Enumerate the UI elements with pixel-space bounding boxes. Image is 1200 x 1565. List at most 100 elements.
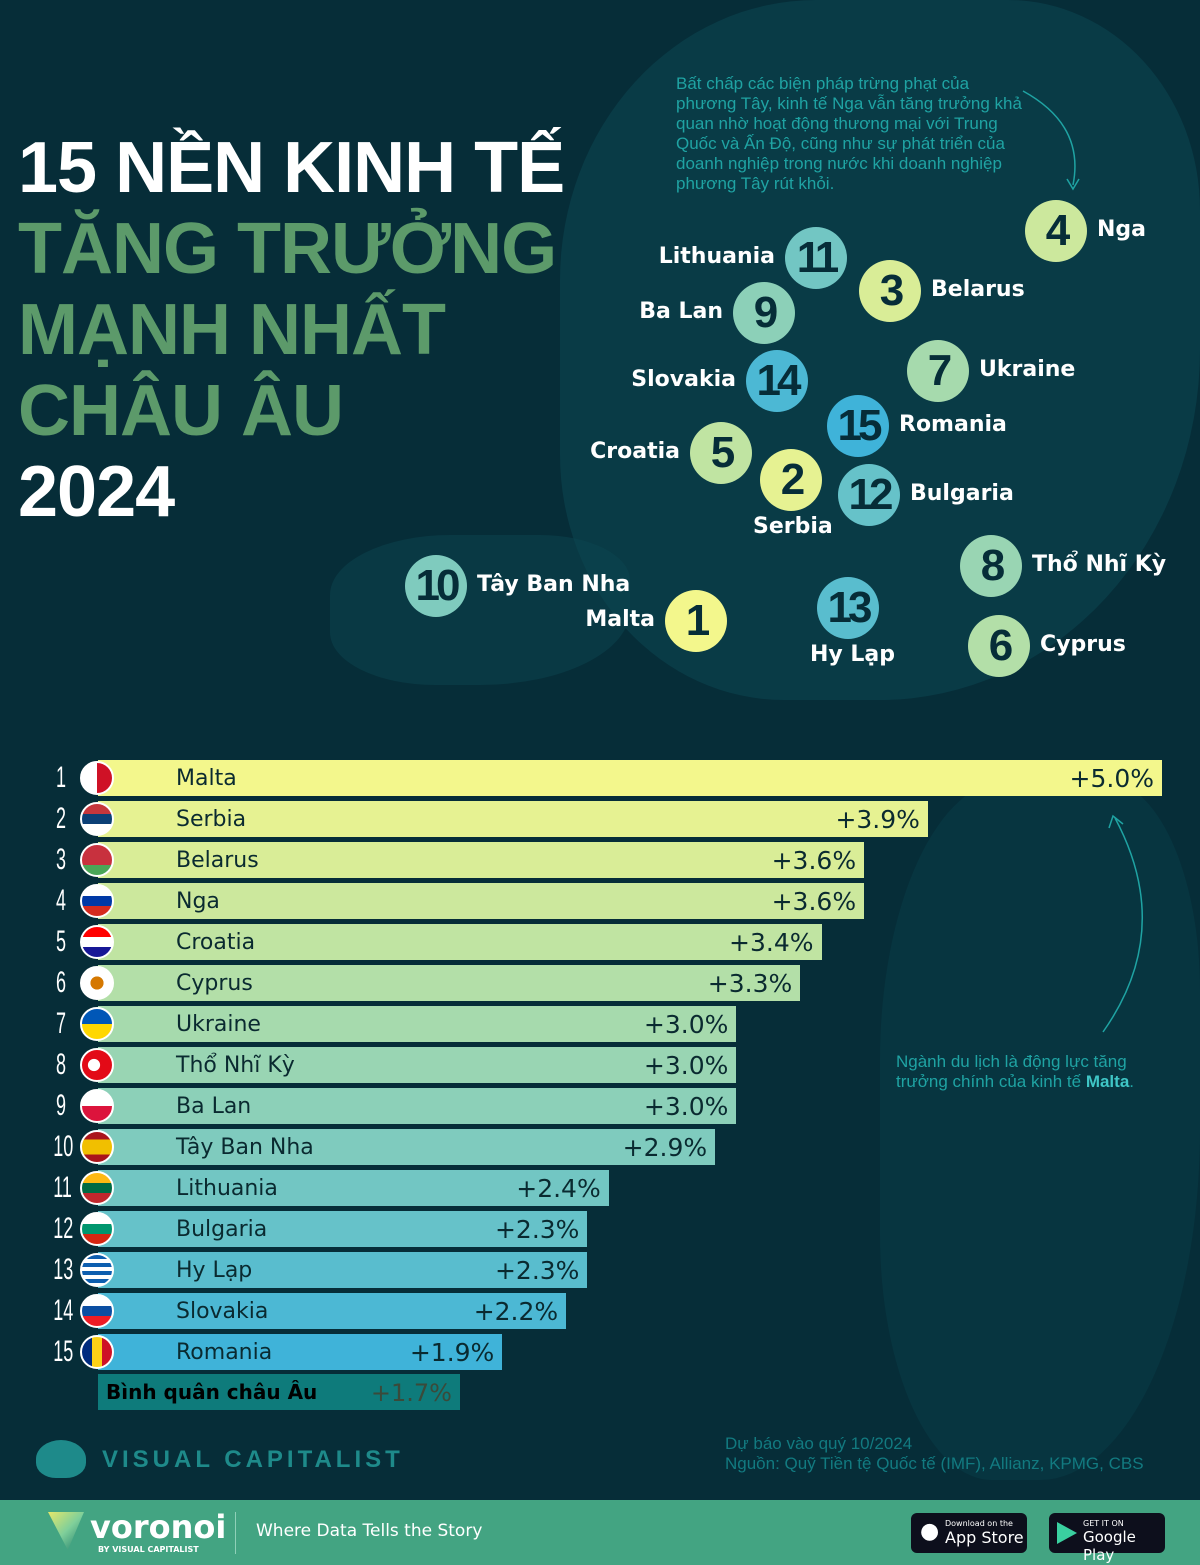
bar-value: +2.2% [473, 1297, 559, 1326]
title-line: 15 NỀN KINH TẾ [18, 128, 565, 208]
bar-row: Serbia +3.9% 2 [48, 801, 1198, 837]
bar-value: +3.0% [643, 1051, 729, 1080]
annotation-text: Ngành du lịch là động lực tăng trưởng ch… [896, 1052, 1127, 1091]
source: Dự báo vào quý 10/2024 Nguồn: Quỹ Tiền t… [725, 1434, 1144, 1474]
bar: Cyprus +3.3% [98, 965, 801, 1001]
flag-icon [80, 1335, 114, 1369]
google-play-button[interactable]: GET IT ON Google Play [1049, 1513, 1165, 1564]
map-label: Tây Ban Nha [477, 572, 631, 597]
bar-label: Tây Ban Nha [176, 1135, 314, 1160]
flag-icon [80, 843, 114, 877]
bar-row: Malta +5.0% 1 [48, 760, 1198, 796]
bar: Hy Lạp +2.3% [98, 1252, 588, 1288]
map-marker: 8 [960, 535, 1022, 597]
flag-icon [80, 1253, 114, 1287]
annotation-arrow [1102, 814, 1143, 1033]
bar-rank: 3 [55, 843, 67, 876]
bar-rank: 12 [53, 1212, 74, 1245]
bar-label: Lithuania [176, 1176, 278, 1201]
source-line: Dự báo vào quý 10/2024 [725, 1434, 913, 1453]
bar-rank: 1 [55, 761, 67, 794]
bar: Thổ Nhĩ Kỳ +3.0% [98, 1047, 737, 1083]
bar-row: Thổ Nhĩ Kỳ +3.0% 8 [48, 1047, 1198, 1083]
map-label: Slovakia [631, 367, 736, 392]
bar-row: Slovakia +2.2% 14 [48, 1293, 1198, 1329]
title-line: MẠNH NHẤT [18, 290, 446, 370]
map-marker: 11 [785, 227, 847, 289]
voronoi-logo-icon [48, 1512, 84, 1550]
bar-row: Lithuania +2.4% 11 [48, 1170, 1198, 1206]
map-label: Romania [899, 412, 1007, 437]
bar-value: +5.0% [1069, 764, 1154, 793]
bar-rank: 9 [55, 1089, 67, 1122]
average-value: +1.7% [370, 1379, 452, 1407]
bar: Croatia +3.4% [98, 924, 822, 960]
map-label: Serbia [753, 514, 833, 539]
bar-label: Romania [176, 1340, 273, 1365]
bar-value: +2.3% [494, 1215, 580, 1244]
annotation-text: . [1129, 1072, 1135, 1091]
flag-icon [80, 1212, 114, 1246]
bar: Serbia +3.9% [98, 801, 928, 837]
bar: Romania +1.9% [98, 1334, 503, 1370]
map-label: Belarus [931, 277, 1025, 302]
bar-label: Belarus [176, 848, 259, 873]
flag-icon [80, 1089, 114, 1123]
map-label: Malta [585, 607, 655, 632]
bar: Slovakia +2.2% [98, 1293, 567, 1329]
bar-rank: 6 [55, 966, 67, 999]
bar-value: +3.9% [835, 805, 920, 834]
bar-rank: 15 [53, 1335, 74, 1368]
bar-value: +3.3% [707, 969, 793, 998]
bar-rank: 14 [53, 1294, 74, 1327]
bar-value: +3.0% [643, 1010, 729, 1039]
map-marker: 15 [827, 395, 889, 457]
visual-capitalist-logo: VISUAL CAPITALIST [102, 1446, 404, 1473]
app-store-button[interactable]: ● Download on the App Store [911, 1513, 1027, 1553]
map-marker: 5 [690, 422, 752, 484]
map-label: Bulgaria [910, 481, 1014, 506]
bar: Belarus +3.6% [98, 842, 865, 878]
store-small-label: Download on the [945, 1519, 1013, 1528]
flag-icon [80, 1130, 114, 1164]
bar-row: Nga +3.6% 4 [48, 883, 1198, 919]
bar-label: Hy Lạp [176, 1258, 253, 1283]
bar-rank: 11 [53, 1171, 72, 1204]
bar-value: +3.4% [729, 928, 814, 957]
map-marker: 14 [746, 350, 808, 412]
bar-row: Bulgaria +2.3% 12 [48, 1211, 1198, 1247]
map-marker: 3 [859, 260, 921, 322]
bar-rank: 7 [55, 1007, 67, 1040]
map-label: Nga [1097, 217, 1147, 242]
bar-label: Ukraine [176, 1012, 261, 1037]
bar-row: Ukraine +3.0% 7 [48, 1006, 1198, 1042]
flag-icon [80, 1294, 114, 1328]
voronoi-logo: voronoi [90, 1508, 227, 1546]
map-label: Cyprus [1040, 632, 1126, 657]
map-marker: 6 [968, 615, 1030, 677]
play-icon [1057, 1522, 1077, 1544]
page-title: 15 NỀN KINH TẾ TĂNG TRƯỞNG MẠNH NHẤT CHÂ… [18, 128, 565, 533]
flag-icon [80, 966, 114, 1000]
average-bar: Bình quân châu Âu +1.7% [98, 1374, 460, 1410]
map-marker: 12 [838, 464, 900, 526]
bar: Tây Ban Nha +2.9% [98, 1129, 716, 1165]
flag-icon [80, 1048, 114, 1082]
flag-icon [80, 1171, 114, 1205]
bar-value: +3.0% [643, 1092, 729, 1121]
flag-icon [80, 761, 114, 795]
bar: Bulgaria +2.3% [98, 1211, 588, 1247]
bar-rank: 4 [55, 884, 67, 917]
bar-label: Ba Lan [176, 1094, 252, 1119]
annotation-arrow [1022, 90, 1080, 191]
footer: voronoi BY VISUAL CAPITALIST Where Data … [0, 1500, 1200, 1565]
bar-row: Croatia +3.4% 5 [48, 924, 1198, 960]
bar-row: Belarus +3.6% 3 [48, 842, 1198, 878]
bar: Lithuania +2.4% [98, 1170, 609, 1206]
bar: Malta +5.0% [98, 760, 1162, 796]
bar-row: Hy Lạp +2.3% 13 [48, 1252, 1198, 1288]
bar-label: Cyprus [176, 971, 253, 996]
title-line: CHÂU ÂU [18, 371, 344, 451]
map-marker: 10 [405, 555, 467, 617]
bar-rank: 2 [55, 802, 67, 835]
